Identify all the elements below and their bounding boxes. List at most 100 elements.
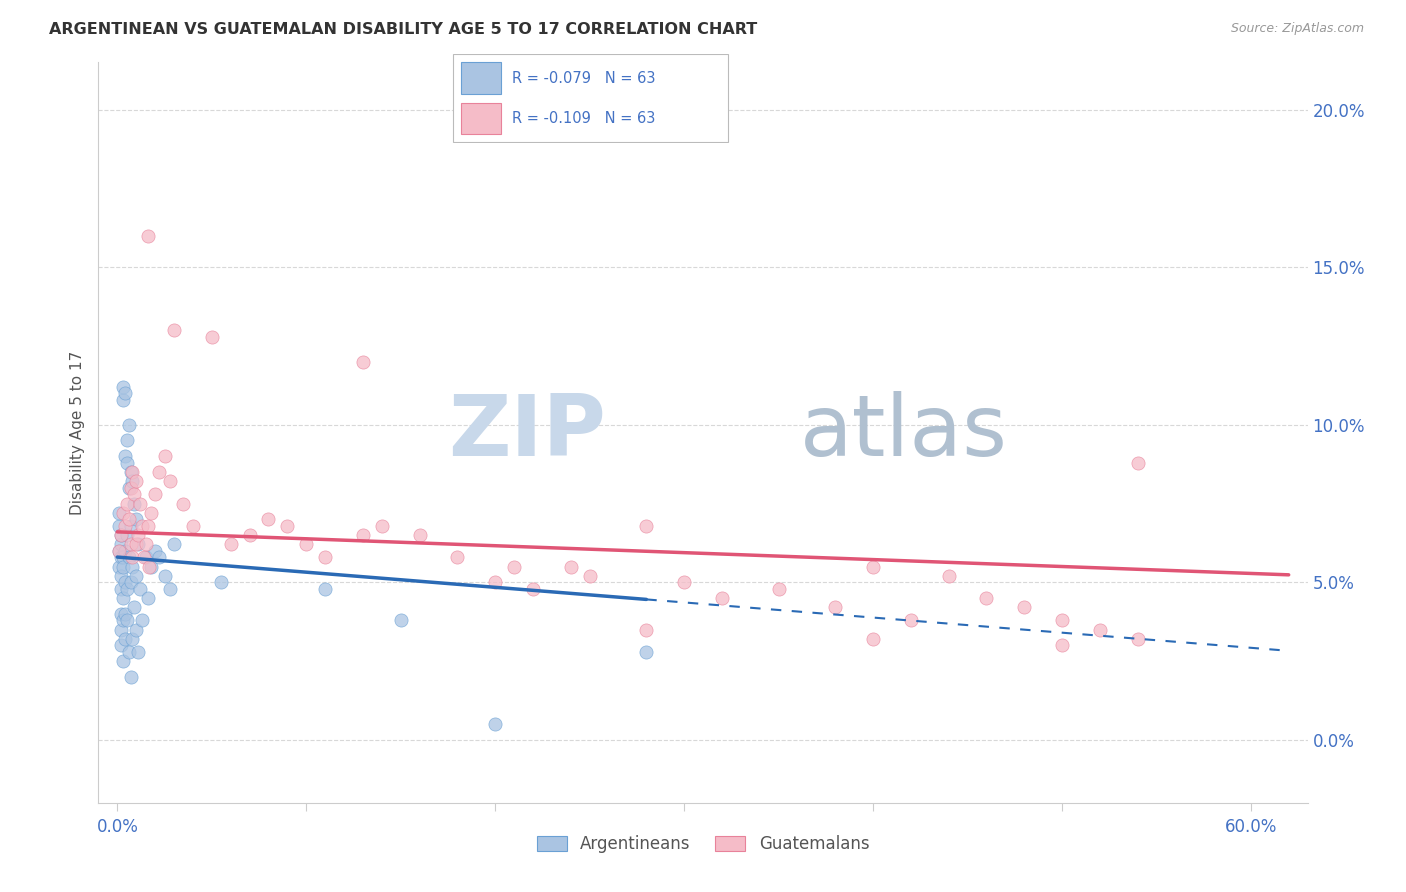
Text: ZIP: ZIP — [449, 391, 606, 475]
Point — [136, 518, 159, 533]
Point — [115, 496, 138, 510]
Point — [560, 559, 582, 574]
Point — [352, 528, 374, 542]
Point — [124, 600, 146, 615]
Point — [114, 386, 136, 401]
Point — [127, 644, 149, 658]
Point — [110, 623, 132, 637]
Point — [129, 582, 152, 596]
Point — [114, 449, 136, 463]
Point — [124, 487, 146, 501]
Point — [181, 518, 204, 533]
Point — [135, 537, 157, 551]
Point — [110, 528, 132, 542]
Point — [141, 506, 163, 520]
Point — [110, 537, 132, 551]
Point — [110, 638, 132, 652]
Point — [120, 537, 142, 551]
Point — [108, 543, 131, 558]
Bar — [461, 103, 501, 134]
Point — [121, 475, 143, 489]
Point — [120, 465, 142, 479]
Point — [141, 559, 163, 574]
Point — [118, 417, 141, 432]
Point — [110, 607, 132, 621]
Point — [129, 496, 152, 510]
Point — [138, 559, 160, 574]
Point — [153, 569, 176, 583]
Point — [111, 380, 134, 394]
Point — [131, 613, 153, 627]
Bar — [461, 62, 501, 94]
Point — [111, 392, 134, 407]
Point — [111, 654, 134, 668]
Point — [120, 481, 142, 495]
Point — [163, 323, 186, 337]
Point — [172, 496, 194, 510]
Point — [148, 550, 170, 565]
Point — [446, 550, 468, 565]
Point — [108, 506, 131, 520]
Text: atlas: atlas — [800, 391, 1008, 475]
Point — [862, 559, 884, 574]
Point — [1126, 456, 1149, 470]
Point — [710, 591, 733, 605]
Point — [1012, 600, 1035, 615]
Point — [219, 537, 242, 551]
Point — [484, 717, 506, 731]
Point — [108, 518, 131, 533]
Text: R = -0.109   N = 63: R = -0.109 N = 63 — [512, 111, 655, 126]
Point — [201, 329, 224, 343]
Point — [114, 607, 136, 621]
Point — [121, 465, 143, 479]
Point — [110, 528, 132, 542]
Point — [862, 632, 884, 646]
Point — [121, 559, 143, 574]
Point — [135, 550, 157, 565]
Point — [636, 518, 658, 533]
Point — [636, 644, 658, 658]
Point — [578, 569, 600, 583]
Point — [111, 559, 134, 574]
Y-axis label: Disability Age 5 to 17: Disability Age 5 to 17 — [69, 351, 84, 515]
Point — [673, 575, 696, 590]
Point — [900, 613, 922, 627]
FancyBboxPatch shape — [453, 54, 728, 142]
Point — [824, 600, 846, 615]
Point — [114, 518, 136, 533]
Point — [125, 569, 148, 583]
Point — [114, 543, 136, 558]
Point — [118, 644, 141, 658]
Point — [121, 632, 143, 646]
Point — [127, 537, 149, 551]
Point — [115, 434, 138, 448]
Point — [136, 228, 159, 243]
Point — [1050, 638, 1073, 652]
Point — [132, 550, 155, 565]
Point — [120, 670, 142, 684]
Point — [1126, 632, 1149, 646]
Point — [125, 537, 148, 551]
Point — [121, 550, 143, 565]
Point — [276, 518, 298, 533]
Point — [115, 528, 138, 542]
Point — [110, 569, 132, 583]
Point — [108, 543, 131, 558]
Point — [636, 623, 658, 637]
Point — [111, 550, 134, 565]
Point — [768, 582, 790, 596]
Point — [131, 518, 153, 533]
Point — [352, 355, 374, 369]
Text: ARGENTINEAN VS GUATEMALAN DISABILITY AGE 5 TO 17 CORRELATION CHART: ARGENTINEAN VS GUATEMALAN DISABILITY AGE… — [49, 22, 758, 37]
Point — [114, 575, 136, 590]
Point — [163, 537, 186, 551]
Point — [159, 582, 181, 596]
Point — [389, 613, 412, 627]
Point — [115, 613, 138, 627]
Point — [976, 591, 998, 605]
Point — [125, 623, 148, 637]
Point — [110, 582, 132, 596]
Point — [118, 481, 141, 495]
Point — [114, 632, 136, 646]
Point — [115, 456, 138, 470]
